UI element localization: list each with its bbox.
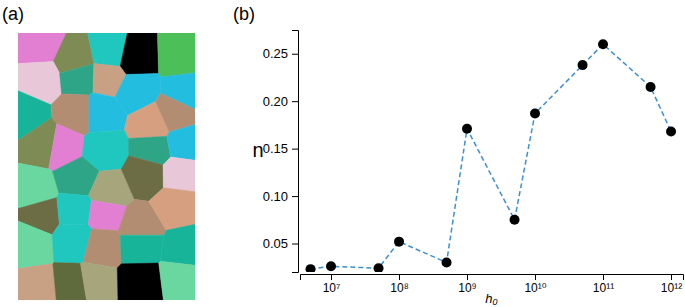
y-tick: 0.10 [263,189,298,204]
x-axis-title: h₀ [485,291,498,306]
series-line [311,44,671,269]
y-tick-mark [292,196,298,197]
marker [394,237,404,247]
y-tick-label: 0.25 [263,46,288,61]
marker [646,82,656,92]
x-tick-label: 10¹² [661,281,682,295]
x-tick-mark [399,274,400,280]
y-axis: 0.05 0.10 0.15 0.20 0.25 [263,31,299,273]
marker [510,215,520,225]
y-tick-mark [292,149,298,150]
x-tick: 10¹² [661,274,682,295]
y-tick: 0.05 [263,236,298,251]
marker [374,263,384,272]
grain [120,33,158,74]
y-tick-label: 0.10 [263,189,288,204]
x-tick-mark [603,274,604,280]
grain-image [18,33,195,300]
x-tick: 10¹⁰ [524,274,546,295]
panel-label: (a) [2,4,24,24]
marker [578,60,588,70]
x-tick: 10¹¹ [593,274,614,295]
y-tick: 0.20 [263,94,298,109]
y-tick-mark [292,101,298,102]
marker [306,264,316,272]
x-tick-label: 10⁸ [390,281,408,295]
y-tick-label: 0.20 [263,94,288,109]
grain [60,64,94,95]
x-tick: 10⁸ [390,274,408,295]
x-tick-mark [535,274,536,280]
y-tick: 0.15 [263,141,298,156]
x-tick-label: 10⁹ [458,281,477,295]
figure: (a)(b)10⁷10⁸10⁹10¹⁰10¹¹10¹²0.050.100.150… [0,0,685,307]
y-tick-label: 0.05 [263,236,288,251]
marker [442,258,452,268]
grain [163,157,195,192]
grain [83,229,121,268]
grain [117,263,163,300]
grain [160,224,195,265]
x-tick-label: 10¹⁰ [524,281,546,295]
x-tick-label: 10¹¹ [593,281,614,295]
grain [18,221,54,269]
x-tick-mark [671,274,672,280]
grain [120,235,164,264]
x-tick-mark [467,274,468,280]
grain [167,125,195,161]
panel-label: (b) [233,4,255,24]
x-axis-line [301,275,684,281]
y-axis-line [292,31,299,273]
x-tick: 10⁹ [458,274,477,295]
marker [530,109,540,119]
marker [462,124,472,134]
y-tick-label: 0.15 [263,141,288,156]
x-tick-mark [331,274,332,280]
marker [326,261,336,271]
grain [159,261,195,300]
grain [81,262,118,300]
marker [666,127,676,137]
y-tick-mark [292,244,298,245]
grain [89,93,128,133]
grain [149,188,195,231]
y-tick-mark [292,54,298,55]
y-tick: 0.25 [263,46,298,61]
x-tick-label: 10⁷ [323,281,341,295]
grain [157,33,195,77]
grain [57,193,92,225]
marker [598,39,608,49]
grain [18,264,56,300]
x-tick: 10⁷ [323,274,341,295]
y-axis-title: n [252,139,263,161]
plot-area [306,39,676,272]
